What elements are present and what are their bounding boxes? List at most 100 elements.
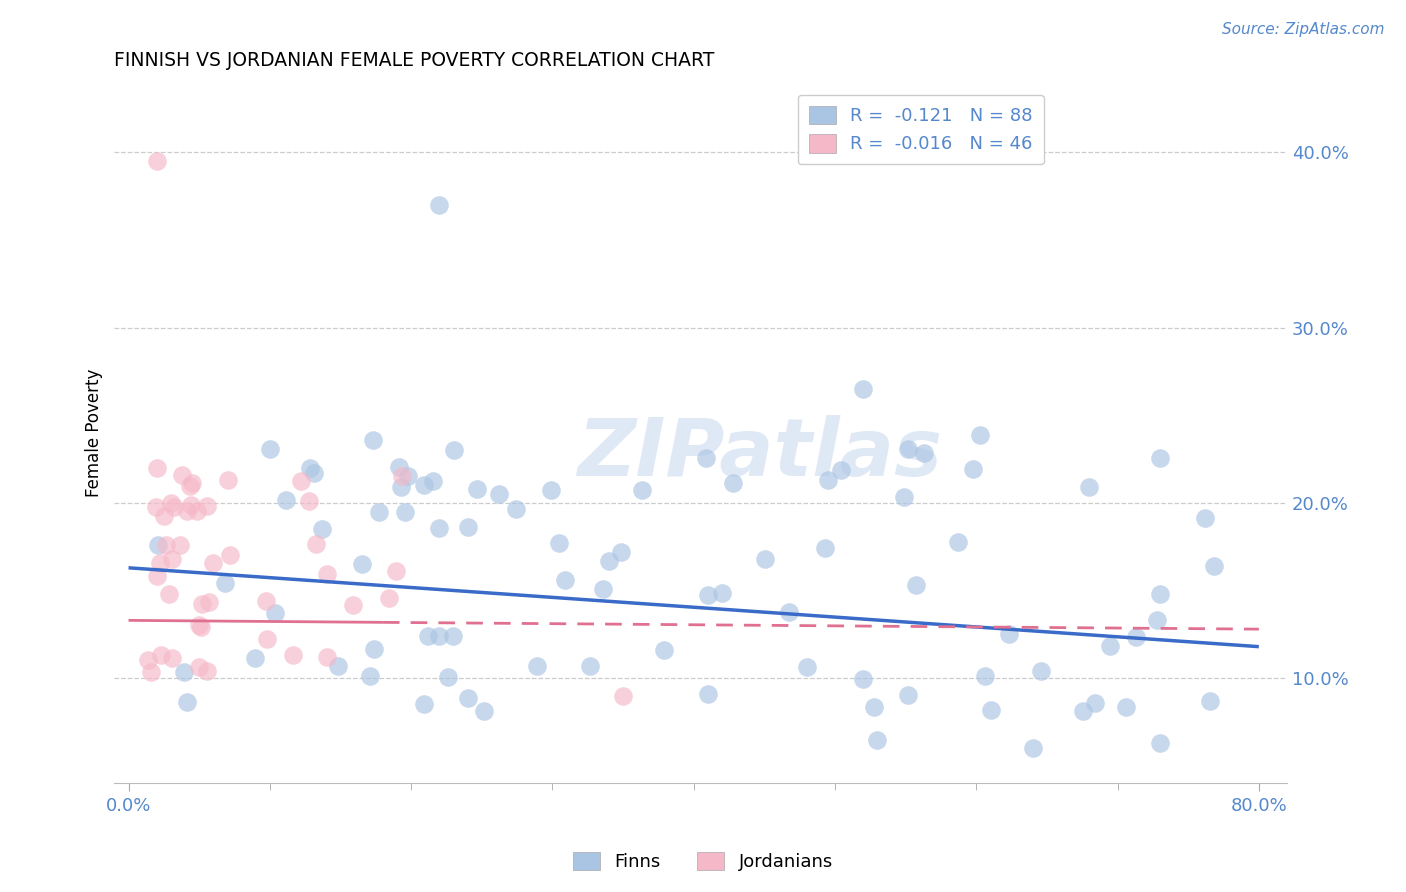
Point bbox=[389, 480, 412, 494]
Point bbox=[388, 460, 411, 475]
Point bbox=[146, 569, 169, 583]
Point bbox=[169, 538, 191, 552]
Point bbox=[195, 500, 218, 514]
Point bbox=[396, 469, 419, 483]
Text: Source: ZipAtlas.com: Source: ZipAtlas.com bbox=[1222, 22, 1385, 37]
Point bbox=[368, 505, 391, 519]
Point bbox=[893, 490, 915, 504]
Point bbox=[914, 446, 936, 460]
Point bbox=[969, 428, 991, 442]
Point bbox=[176, 695, 198, 709]
Legend: R =  -0.121   N = 88, R =  -0.016   N = 46: R = -0.121 N = 88, R = -0.016 N = 46 bbox=[797, 95, 1043, 164]
Point bbox=[170, 468, 193, 483]
Point bbox=[146, 154, 169, 169]
Point bbox=[830, 463, 852, 477]
Point bbox=[817, 474, 839, 488]
Point bbox=[1194, 511, 1216, 525]
Point bbox=[505, 502, 527, 516]
Point bbox=[427, 628, 450, 642]
Point bbox=[457, 520, 479, 534]
Point bbox=[973, 668, 995, 682]
Point bbox=[256, 594, 278, 608]
Point bbox=[443, 442, 465, 457]
Point bbox=[316, 650, 339, 665]
Point bbox=[897, 442, 920, 457]
Point bbox=[754, 552, 776, 566]
Point bbox=[631, 483, 654, 497]
Point bbox=[315, 567, 337, 582]
Point bbox=[326, 658, 349, 673]
Point bbox=[146, 461, 169, 475]
Point bbox=[160, 651, 183, 665]
Point bbox=[710, 586, 733, 600]
Point bbox=[195, 664, 218, 678]
Point bbox=[274, 493, 297, 508]
Point bbox=[441, 629, 464, 643]
Point bbox=[457, 690, 479, 705]
Point bbox=[1149, 450, 1171, 465]
Point bbox=[1149, 586, 1171, 600]
Point bbox=[342, 599, 364, 613]
Point bbox=[696, 589, 718, 603]
Point bbox=[547, 536, 569, 550]
Point bbox=[904, 577, 927, 591]
Point bbox=[980, 703, 1002, 717]
Point bbox=[385, 564, 408, 578]
Point bbox=[190, 620, 212, 634]
Point bbox=[467, 482, 489, 496]
Point bbox=[1077, 480, 1099, 494]
Point bbox=[778, 605, 800, 619]
Point bbox=[281, 648, 304, 662]
Point bbox=[201, 557, 224, 571]
Point bbox=[997, 627, 1019, 641]
Point bbox=[422, 474, 444, 488]
Point bbox=[427, 198, 450, 212]
Point bbox=[305, 537, 328, 551]
Point bbox=[139, 665, 162, 679]
Point bbox=[472, 704, 495, 718]
Point bbox=[219, 549, 242, 563]
Point bbox=[259, 442, 281, 457]
Point bbox=[298, 460, 321, 475]
Point bbox=[796, 660, 818, 674]
Point bbox=[814, 541, 837, 555]
Point bbox=[264, 606, 287, 620]
Point bbox=[526, 659, 548, 673]
Point bbox=[391, 469, 413, 483]
Point bbox=[359, 669, 381, 683]
Point bbox=[416, 629, 439, 643]
Point bbox=[1125, 630, 1147, 644]
Point bbox=[157, 587, 180, 601]
Y-axis label: Female Poverty: Female Poverty bbox=[86, 368, 103, 497]
Point bbox=[162, 500, 184, 515]
Point bbox=[723, 475, 745, 490]
Point bbox=[352, 557, 374, 571]
Point bbox=[1198, 694, 1220, 708]
Point bbox=[1099, 639, 1122, 653]
Point bbox=[136, 653, 159, 667]
Point bbox=[1029, 665, 1052, 679]
Point bbox=[412, 478, 434, 492]
Point bbox=[1115, 699, 1137, 714]
Point bbox=[1084, 696, 1107, 710]
Point bbox=[394, 505, 416, 519]
Point bbox=[311, 522, 333, 536]
Point bbox=[363, 641, 385, 656]
Point bbox=[1022, 741, 1045, 756]
Point bbox=[198, 595, 221, 609]
Point bbox=[852, 673, 875, 687]
Point bbox=[173, 665, 195, 679]
Point bbox=[378, 591, 401, 605]
Legend: Finns, Jordanians: Finns, Jordanians bbox=[567, 845, 839, 879]
Point bbox=[609, 545, 631, 559]
Point bbox=[187, 618, 209, 632]
Point bbox=[180, 498, 202, 512]
Point bbox=[214, 576, 236, 591]
Point bbox=[150, 648, 173, 662]
Point bbox=[852, 382, 875, 396]
Point bbox=[579, 658, 602, 673]
Point bbox=[863, 699, 886, 714]
Point bbox=[160, 496, 183, 510]
Point bbox=[695, 451, 717, 466]
Point bbox=[592, 582, 614, 597]
